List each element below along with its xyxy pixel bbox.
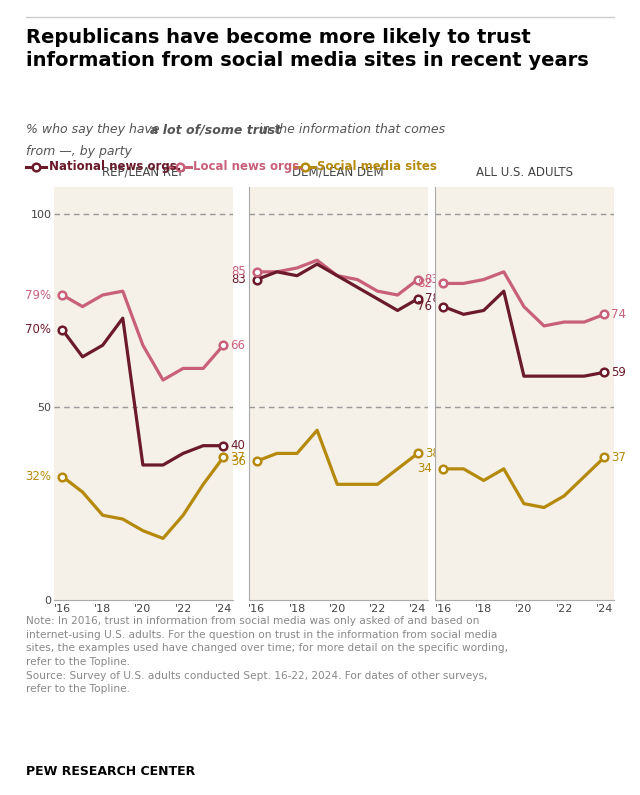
Text: 34: 34 [417, 463, 433, 475]
Text: Republicans have become more likely to trust
information from social media sites: Republicans have become more likely to t… [26, 28, 588, 70]
Text: 79%: 79% [25, 289, 51, 301]
Text: 40: 40 [230, 439, 245, 452]
Text: 37: 37 [611, 451, 627, 463]
Text: 38: 38 [425, 447, 440, 460]
Text: from —, by party: from —, by party [26, 145, 131, 158]
Text: PEW RESEARCH CENTER: PEW RESEARCH CENTER [26, 765, 195, 778]
Text: 70%: 70% [26, 324, 51, 336]
Text: 66: 66 [230, 339, 245, 351]
Text: Local news orgs.: Local news orgs. [193, 161, 304, 173]
Text: 83: 83 [425, 273, 440, 286]
Text: 37: 37 [230, 451, 245, 463]
Text: % who say they have: % who say they have [26, 123, 163, 136]
Text: 36: 36 [231, 455, 246, 467]
Text: 78: 78 [425, 293, 440, 305]
Text: 76: 76 [417, 300, 433, 313]
Text: 85: 85 [231, 266, 246, 278]
Text: Note: In 2016, trust in information from social media was only asked of and base: Note: In 2016, trust in information from… [26, 616, 508, 694]
Text: 59: 59 [611, 366, 627, 378]
Text: in the information that comes: in the information that comes [255, 123, 445, 136]
Text: 32%: 32% [26, 470, 51, 483]
Text: DEM/LEAN DEM: DEM/LEAN DEM [292, 165, 384, 179]
Text: REP/LEAN REP: REP/LEAN REP [102, 165, 186, 179]
Text: a lot of/some trust: a lot of/some trust [150, 123, 282, 136]
Text: ALL U.S. ADULTS: ALL U.S. ADULTS [476, 165, 573, 179]
Text: 83: 83 [231, 273, 246, 286]
Text: 74: 74 [611, 308, 627, 321]
Text: Social media sites: Social media sites [317, 161, 437, 173]
Text: 82: 82 [417, 277, 433, 290]
Text: National news orgs.: National news orgs. [49, 161, 181, 173]
